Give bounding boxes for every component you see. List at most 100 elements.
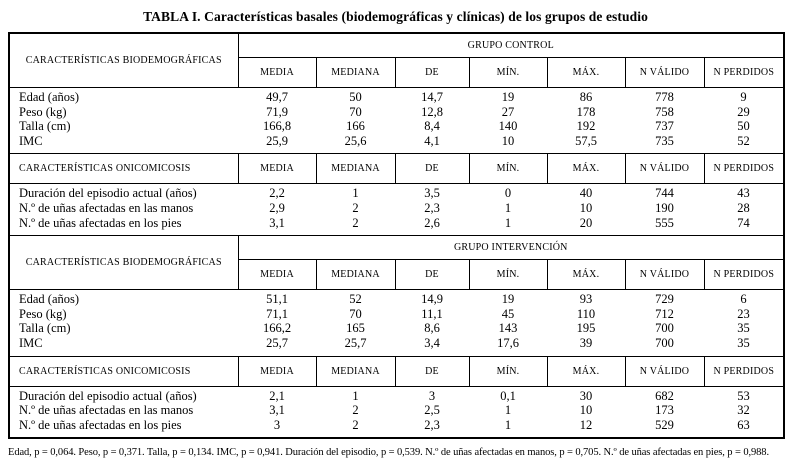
stat-header: MÍN. [468,57,548,88]
stat-header: MÍN. [468,355,548,387]
row-label: N.º de uñas afectadas en los pies [19,215,182,230]
cell-value: 52 [737,133,750,148]
section-header-row: CARACTERÍSTICAS BIODEMOGRÁFICAS GRUPO INT… [8,235,785,291]
row-label: Edad (años) [19,292,80,307]
cell-value: 20 [579,215,593,230]
cell-value: 12,8 [421,104,443,119]
table-row: IMC 25,7 25,7 3,4 17,6 39 700 35 [9,336,784,356]
stat-header: DE [394,57,470,88]
stat-header: MÍN. [468,153,548,185]
group-label: GRUPO CONTROL [237,32,785,58]
onico-header-row: CARACTERÍSTICAS ONICOMICOSIS MEDIA MEDIANA… [8,355,785,387]
row-label: Talla (cm) [19,321,71,336]
cell-value: 190 [655,200,674,215]
cell-value: 2 [352,200,359,215]
cell-value: 735 [655,133,674,148]
cell-value: 700 [655,321,674,336]
cell-value: 63 [737,417,750,432]
cell-value: 178 [576,104,596,119]
cell-value: 27 [501,104,515,119]
stat-header: N VÁLIDO [624,57,705,88]
table-row: N.º de uñas afectadas en las manos 3,1 2 2,… [9,403,784,418]
cell-value: 39 [579,335,593,350]
cell-value: 140 [498,119,518,134]
cell-value: 35 [737,321,750,336]
cell-value: 737 [655,119,674,134]
cell-value: 6 [740,292,747,307]
group-label: GRUPO INTERVENCIÓN [237,235,785,261]
stat-header: MEDIA [237,355,317,387]
cell-value: 0 [504,186,512,201]
table-title: TABLA I. Características basales (biodem… [143,9,648,24]
cell-value: 2,5 [424,403,440,418]
cell-value: 71,1 [266,306,288,321]
row-label: Duración del episodio actual (años) [19,388,197,403]
stat-header: MEDIANA [315,259,396,291]
cell-value: 71,9 [266,104,288,119]
section-bio-header: CARACTERÍSTICAS BIODEMOGRÁFICAS [8,32,239,88]
cell-value: 555 [655,215,674,230]
stat-header: MEDIA [237,259,317,291]
cell-value: 86 [579,90,593,104]
cell-value: 192 [576,119,596,134]
cell-value: 1 [504,215,512,230]
cell-value: 712 [655,306,674,321]
cell-value: 8,6 [424,321,440,336]
cell-value: 70 [349,104,362,119]
table-row: N.º de uñas afectadas en los pies 3 2 2,3 1 1… [9,418,784,439]
row-label: Peso (kg) [19,104,67,119]
cell-value: 1 [504,200,512,215]
stat-header: DE [394,259,470,291]
cell-value: 19 [501,90,515,104]
cell-value: 1 [352,186,359,201]
cell-value: 12 [579,417,593,432]
cell-value: 2,1 [269,388,285,403]
cell-value: 25,7 [266,335,288,350]
cell-value: 57,5 [575,133,597,148]
stat-header: MÁX. [546,355,626,387]
section-header-row: CARACTERÍSTICAS BIODEMOGRÁFICAS GRUPO CON… [8,32,785,88]
cell-value: 35 [737,335,750,350]
stat-header: MÍN. [468,259,548,291]
cell-value: 1 [352,388,359,403]
cell-value: 2 [352,215,359,230]
cell-value: 51,1 [266,292,288,307]
table-row: Talla (cm) 166,2 165 8,6 143 195 700 35 [9,321,784,336]
cell-value: 30 [579,388,593,403]
cell-value: 23 [737,306,750,321]
cell-value: 166 [346,119,365,134]
stat-header: N PERDIDOS [703,355,785,387]
stat-header: MEDIANA [315,153,396,185]
cell-value: 50 [349,90,362,104]
cell-value: 2,6 [424,215,440,230]
cell-value: 4,1 [424,133,440,148]
cell-value: 3,1 [269,215,285,230]
row-label: Talla (cm) [19,119,71,134]
cell-value: 3,4 [424,335,440,350]
cell-value: 2 [352,417,359,432]
cell-value: 3 [428,388,436,403]
cell-value: 52 [349,292,362,307]
baseline-characteristics-table: CARACTERÍSTICAS BIODEMOGRÁFICAS GRUPO CON… [8,32,786,440]
cell-value: 17,6 [497,335,519,350]
cell-value: 8,4 [424,119,440,134]
section-onico-header: CARACTERÍSTICAS ONICOMICOSIS [8,355,239,387]
cell-value: 165 [346,321,365,336]
cell-value: 53 [737,388,750,403]
table-row: IMC 25,9 25,6 4,1 10 57,5 735 52 [9,134,784,154]
cell-value: 74 [737,215,750,230]
cell-value: 2 [352,403,359,418]
row-label: Edad (años) [19,90,80,104]
cell-value: 758 [655,104,674,119]
cell-value: 3,1 [269,403,285,418]
stat-header: MÁX. [546,57,626,88]
cell-value: 10 [501,133,515,148]
table-footnote: Edad, p = 0,064. Peso, p = 0,371. Talla,… [8,447,769,458]
row-label: N.º de uñas afectadas en los pies [19,417,182,432]
stat-header: MEDIA [237,57,317,88]
table-row: Duración del episodio actual (años) 2,2 1 3… [9,184,784,201]
cell-value: 195 [576,321,596,336]
table-row: Edad (años) 51,1 52 14,9 19 93 729 6 [9,290,784,307]
cell-value: 93 [579,292,593,307]
